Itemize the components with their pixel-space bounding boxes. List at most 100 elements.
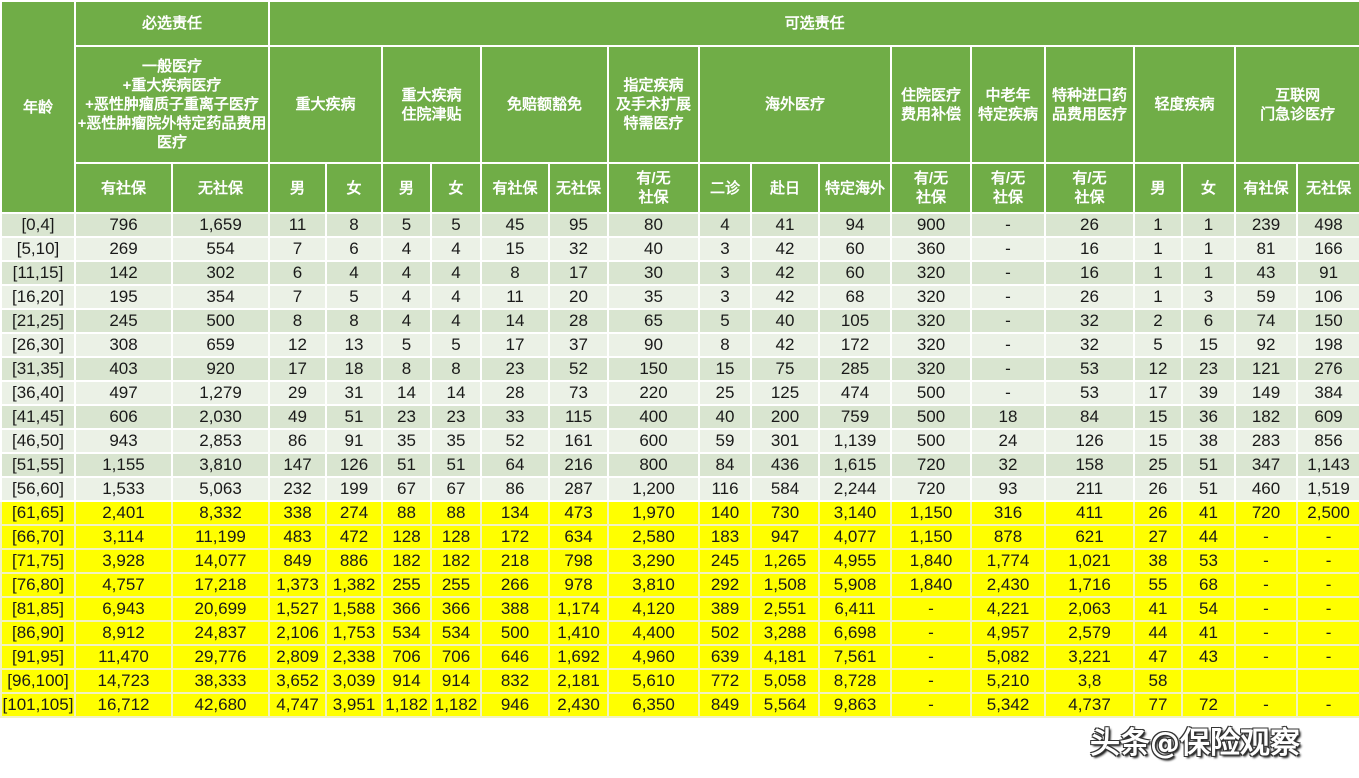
premium-rate-table: 年龄 必选责任 可选责任 一般医疗 +重大疾病医疗 +恶性肿瘤质子重离子医疗 +…	[0, 0, 1359, 718]
value-cell: 40	[607, 236, 701, 262]
value-cell: 3,8	[1044, 668, 1136, 694]
value-cell: 52	[480, 428, 551, 454]
value-cell: 17	[268, 356, 328, 382]
table-row: [81,85] 6,943 20,699 1,527 1,588 366 366 388 1,1…	[0, 596, 1359, 622]
value-cell	[1234, 668, 1299, 694]
value-cell: 199	[325, 476, 384, 502]
subheader-cell: 有社保	[480, 162, 551, 214]
table-row: [21,25] 245 500 8 8 4 4 14 28 65 5 40 105 320-32 2 6 74 1…	[0, 308, 1359, 334]
value-cell: 1,753	[325, 620, 384, 646]
value-cell: 128	[381, 524, 433, 550]
value-cell: 4,221	[970, 596, 1047, 622]
value-cell: 42,680	[170, 692, 271, 718]
group-header-critical-illness: 重大疾病	[268, 45, 384, 164]
value-cell: 4,960	[607, 644, 701, 670]
value-cell: 24	[970, 428, 1047, 454]
table-row: [91,95] 11,470 29,776 2,809 2,338 706 706 646 1,…	[0, 644, 1359, 670]
age-cell: [26,30]	[0, 332, 76, 358]
value-cell: 266	[480, 572, 551, 598]
value-cell: 239	[1234, 212, 1299, 238]
value-cell: 20,699	[170, 596, 271, 622]
value-cell: 15	[1133, 428, 1184, 454]
value-cell: 320	[890, 308, 973, 334]
age-cell: [11,15]	[0, 260, 76, 286]
value-cell: 384	[1296, 380, 1359, 406]
age-cell: [31,35]	[0, 356, 76, 382]
value-cell: 500	[890, 404, 973, 430]
value-cell: -	[970, 356, 1047, 382]
value-cell: 347	[1234, 452, 1299, 478]
value-cell: 23	[480, 356, 551, 382]
value-cell: 354	[170, 284, 271, 310]
value-cell: 74	[1234, 308, 1299, 334]
value-cell: 2,401	[74, 500, 173, 526]
value-cell: 5	[430, 332, 483, 358]
age-cell: [46,50]	[0, 428, 76, 454]
value-cell: 12	[1133, 356, 1184, 382]
value-cell: 6,411	[818, 596, 893, 622]
value-cell: -	[890, 644, 973, 670]
value-cell: 8	[480, 260, 551, 286]
value-cell: 220	[607, 380, 701, 406]
subheader-cell: 女	[430, 162, 483, 214]
value-cell: 634	[548, 524, 610, 550]
value-cell: 856	[1296, 428, 1359, 454]
subheader-cell: 有/无 社保	[607, 162, 701, 214]
value-cell: 3,039	[325, 668, 384, 694]
value-cell: 639	[698, 644, 753, 670]
value-cell: 38,333	[170, 668, 271, 694]
value-cell: 41	[1181, 500, 1237, 526]
value-cell: 198	[1296, 332, 1359, 358]
value-cell: 140	[698, 500, 753, 526]
age-header: 年龄	[0, 0, 76, 214]
value-cell: 65	[607, 308, 701, 334]
value-cell: 600	[607, 428, 701, 454]
value-cell: 7,561	[818, 644, 893, 670]
value-cell: 436	[750, 452, 821, 478]
value-cell: 6,943	[74, 596, 173, 622]
value-cell: 1,716	[1044, 572, 1136, 598]
value-cell: -	[970, 236, 1047, 262]
value-cell: 338	[268, 500, 328, 526]
value-cell: 2,580	[607, 524, 701, 550]
value-cell: 45	[480, 212, 551, 238]
value-cell: -	[1234, 620, 1299, 646]
value-cell: 255	[381, 572, 433, 598]
value-cell: 900	[890, 212, 973, 238]
value-cell: 116	[698, 476, 753, 502]
value-cell: -	[970, 284, 1047, 310]
value-cell: 41	[750, 212, 821, 238]
value-cell: 1	[1181, 212, 1237, 238]
value-cell: 500	[480, 620, 551, 646]
value-cell: 59	[698, 428, 753, 454]
value-cell: 35	[381, 428, 433, 454]
value-cell: 11	[480, 284, 551, 310]
value-cell: 150	[607, 356, 701, 382]
value-cell: 150	[1296, 308, 1359, 334]
value-cell: 3,221	[1044, 644, 1136, 670]
value-cell: 73	[548, 380, 610, 406]
value-cell: 320	[890, 284, 973, 310]
value-cell: 93	[970, 476, 1047, 502]
value-cell: 1,373	[268, 572, 328, 598]
value-cell: 149	[1234, 380, 1299, 406]
value-cell: 42	[750, 260, 821, 286]
value-cell: 5,342	[970, 692, 1047, 718]
value-cell: 502	[698, 620, 753, 646]
value-cell: 183	[698, 524, 753, 550]
value-cell	[1181, 668, 1237, 694]
value-cell: 14	[381, 380, 433, 406]
value-cell: 1,265	[750, 548, 821, 574]
value-cell: -	[1234, 644, 1299, 670]
value-cell: 276	[1296, 356, 1359, 382]
value-cell: 5	[325, 284, 384, 310]
value-cell: 483	[268, 524, 328, 550]
value-cell: 646	[480, 644, 551, 670]
value-cell: 366	[381, 596, 433, 622]
value-cell: 11	[268, 212, 328, 238]
value-cell: 1,410	[548, 620, 610, 646]
age-cell: [101,105]	[0, 692, 76, 718]
value-cell: 706	[430, 644, 483, 670]
table-row: [0,4] 796 1,659 11 8 5 5 45 95 80 4 41 94 900-26 1 1 239…	[0, 212, 1359, 238]
group-header-internet-outpatient: 互联网 门急诊医疗	[1234, 45, 1359, 164]
